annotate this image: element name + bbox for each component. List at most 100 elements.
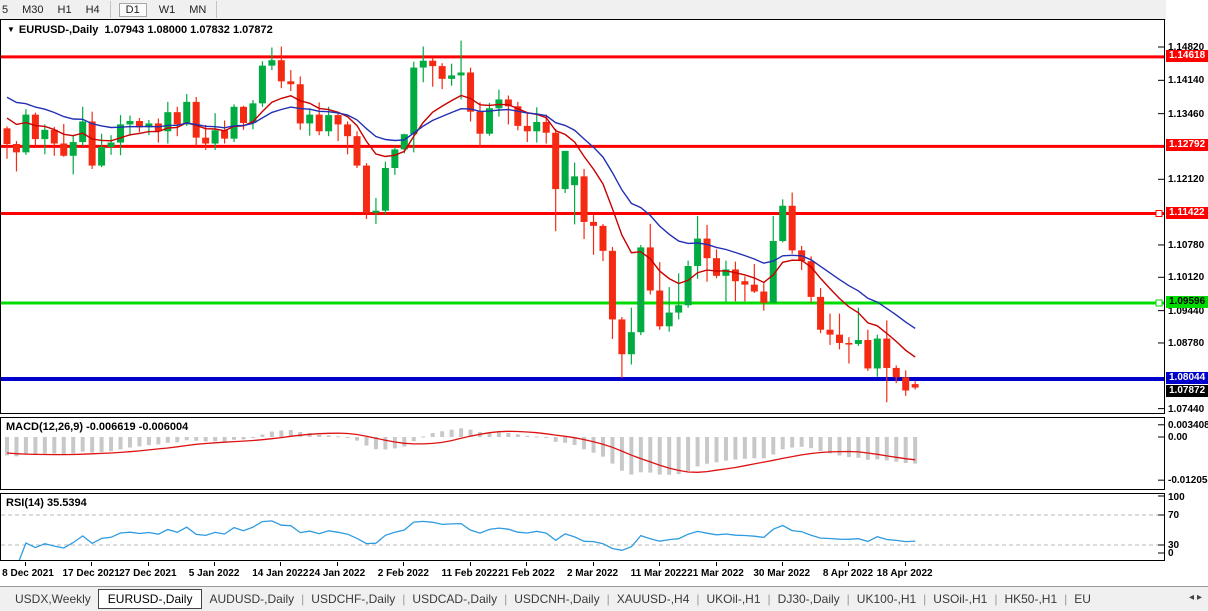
price-tick-label: 1.10780 (1168, 239, 1205, 251)
tab-usdcad-daily[interactable]: USDCAD-,Daily (412, 592, 498, 606)
time-axis-tick (24, 562, 26, 566)
tab-usdchf-daily[interactable]: USDCHF-,Daily (311, 592, 396, 606)
rsi-name: RSI(14) (6, 497, 44, 509)
tab-uk100-h1[interactable]: UK100-,H1 (856, 592, 917, 606)
price-tick-label: 1.14140 (1168, 75, 1205, 87)
macd-values: -0.006619 -0.006004 (86, 421, 189, 433)
time-axis-label: 30 Mar 2022 (753, 568, 811, 579)
time-axis-tick (337, 562, 339, 566)
tab-audusd-daily[interactable]: AUDUSD-,Daily (209, 592, 295, 606)
price-tick-label: 1.12120 (1168, 174, 1205, 186)
macd-axis-label: 0.00 (1168, 432, 1188, 443)
price-tick-label: 1.14820 (1168, 41, 1205, 53)
price-line-label: 1.11422 (1166, 206, 1208, 219)
tab-eurusd-daily[interactable]: EURUSD-,Daily (97, 589, 203, 609)
tab-separator: | (402, 592, 406, 606)
price-line-label: 1.12792 (1166, 139, 1208, 152)
time-axis-label: 8 Dec 2021 (2, 568, 54, 579)
time-axis-tick (91, 562, 93, 566)
time-axis-tick (280, 562, 282, 566)
tab-separator: | (994, 592, 998, 606)
tabs-scroll-left-icon[interactable]: ◂ (1188, 592, 1197, 603)
macd-name: MACD(12,26,9) (6, 421, 84, 433)
time-axis-label: 21 Mar 2022 (687, 568, 744, 579)
timeframe-button-d1[interactable]: D1 (118, 2, 147, 17)
tab-separator: | (767, 592, 771, 606)
tab-dj30-daily[interactable]: DJ30-,Daily (777, 592, 840, 606)
price-line-label: 1.08044 (1166, 372, 1208, 385)
rsi-label: RSI(14) 35.5394 (6, 497, 87, 509)
chart-tabs: USDX,Weekly EURUSD-,Daily AUDUSD-,Daily | US… (8, 589, 1098, 609)
time-axis[interactable]: 8 Dec 2021 17 Dec 2021 27 Dec 2021 5 Jan 20… (0, 562, 1208, 586)
time-axis-tick (469, 562, 471, 566)
toolbar-separator (109, 1, 111, 18)
rsi-axis-label: 100 (1168, 492, 1185, 503)
rsi-chart[interactable] (1, 494, 1164, 560)
price-tick-label: 1.13460 (1168, 108, 1205, 120)
price-tick-label: 1.08780 (1168, 337, 1205, 349)
tab-separator: | (923, 592, 927, 606)
time-axis-label: 27 Dec 2021 (119, 568, 177, 579)
tab-xauusd-h4[interactable]: XAUUSD-,H4 (616, 592, 690, 606)
rsi-indicator-panel[interactable]: RSI(14) 35.5394 (0, 493, 1165, 561)
price-tick-label: 1.07440 (1168, 403, 1205, 415)
price-axis[interactable]: 1.14820 1.14140 1.13460 1.12120 1.10780 1.101… (1166, 0, 1208, 586)
time-axis-tick (526, 562, 528, 566)
macd-indicator-panel[interactable]: MACD(12,26,9) -0.006619 -0.006004 (0, 417, 1165, 490)
macd-axis-label: 0.003408 (1168, 419, 1208, 431)
chart-ohlc-values: 1.07943 1.08000 1.07832 1.07872 (104, 24, 273, 36)
chart-tabs-bar: USDX,Weekly EURUSD-,Daily AUDUSD-,Daily | US… (0, 586, 1208, 611)
time-axis-label: 2 Mar 2022 (566, 568, 619, 579)
time-axis-label: 18 Apr 2022 (876, 568, 933, 579)
chart-symbol-label: EURUSD-,Daily (18, 24, 99, 36)
tab-separator: | (504, 592, 508, 606)
tab-hk50-h1[interactable]: HK50-,H1 (1004, 592, 1058, 606)
tab-separator: | (696, 592, 700, 606)
time-axis-label: 17 Dec 2021 (62, 568, 120, 579)
rsi-axis-label: 70 (1168, 510, 1180, 521)
price-line-label: 1.09596 (1166, 295, 1208, 308)
rsi-value: 35.5394 (46, 497, 87, 509)
time-axis-tick (715, 562, 717, 566)
collapse-chart-icon[interactable]: ▼ (7, 25, 15, 34)
tabs-scroll-arrows: ◂▸ (1184, 592, 1205, 603)
rsi-axis-label: 0 (1168, 548, 1174, 559)
toolbar-separator (216, 1, 218, 18)
timeframe-button-mn[interactable]: MN (189, 3, 207, 16)
time-axis-tick (904, 562, 906, 566)
time-axis-label: 11 Feb 2022 (441, 568, 498, 579)
price-line-label: 1.14618 (1166, 49, 1208, 62)
timeframe-button-m30[interactable]: M30 (22, 3, 44, 16)
timeframe-button-w1[interactable]: W1 (158, 3, 176, 16)
timeframe-button-h4[interactable]: H4 (85, 3, 100, 16)
macd-chart[interactable] (1, 418, 1164, 489)
time-axis-label: 5 Jan 2022 (188, 568, 240, 579)
tab-separator: | (1064, 592, 1068, 606)
timeframe-toolbar: 5 M30 H1 H4 D1 W1 MN (0, 0, 1208, 20)
rsi-axis-label: 30 (1168, 540, 1180, 551)
candlestick-chart[interactable] (1, 20, 1164, 413)
tab-usdx-weekly[interactable]: USDX,Weekly (15, 592, 91, 606)
tab-separator: | (846, 592, 850, 606)
tab-separator: | (301, 592, 305, 606)
time-axis-label: 14 Jan 2022 (252, 568, 309, 579)
time-axis-label: 11 Mar 2022 (630, 568, 687, 579)
price-tick-label: 1.10120 (1168, 272, 1205, 284)
tab-usdcnh-daily[interactable]: USDCNH-,Daily (514, 592, 600, 606)
tab-eu[interactable]: EU (1074, 592, 1091, 606)
time-axis-label: 21 Feb 2022 (497, 568, 555, 579)
price-tick-label: 1.09440 (1168, 305, 1205, 317)
tab-usoil-h1[interactable]: USOil-,H1 (933, 592, 988, 606)
timeframe-button-m5[interactable]: 5 (2, 3, 9, 16)
time-axis-tick (847, 562, 849, 566)
time-axis-tick (403, 562, 405, 566)
price-chart-panel[interactable]: ▼ EURUSD-,Daily 1.07943 1.08000 1.07832 1… (0, 19, 1165, 414)
time-axis-label: 2 Feb 2022 (377, 568, 429, 579)
tab-ukoil-h1[interactable]: UKOil-,H1 (706, 592, 761, 606)
macd-axis-label: -0.012058 (1168, 475, 1208, 487)
tabs-scroll-right-icon[interactable]: ▸ (1196, 592, 1205, 603)
time-axis-tick (214, 562, 216, 566)
timeframe-button-h1[interactable]: H1 (57, 3, 72, 16)
time-axis-label: 8 Apr 2022 (822, 568, 874, 579)
chart-title: ▼ EURUSD-,Daily 1.07943 1.08000 1.07832 1… (7, 24, 273, 36)
